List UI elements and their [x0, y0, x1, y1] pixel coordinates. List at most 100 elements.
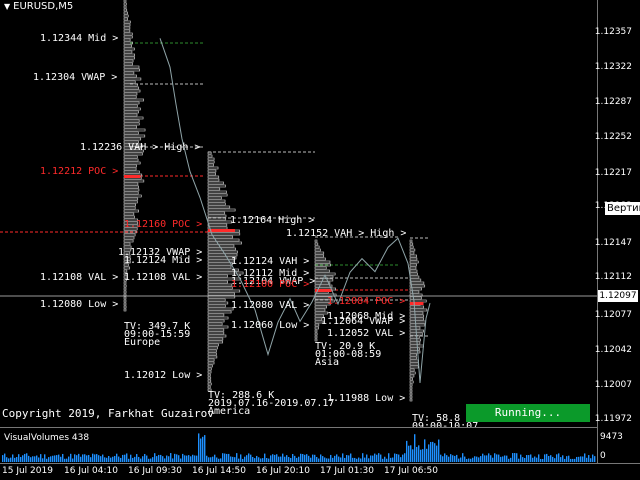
- volume-bar: [62, 453, 64, 462]
- volume-bar: [52, 455, 54, 462]
- volume-bar: [152, 457, 154, 462]
- volume-bar: [292, 453, 294, 462]
- volume-bar: [298, 456, 300, 462]
- volume-profile-bar: [207, 244, 235, 248]
- time-axis-separator: [0, 463, 640, 464]
- current-price-tag: 1.12097: [598, 290, 638, 302]
- volume-bar: [310, 457, 312, 462]
- volume-bar: [2, 455, 4, 462]
- volume-bar: [284, 456, 286, 462]
- volume-bar: [374, 453, 376, 462]
- volume-profile-bar: [123, 179, 145, 183]
- volume-bar: [524, 457, 526, 462]
- volume-profile-bar: [409, 353, 417, 357]
- volume-profile-bar: [314, 299, 335, 303]
- volume-profile-bar: [207, 178, 220, 182]
- volume-bar: [478, 457, 480, 462]
- volume-profile-bar: [207, 340, 224, 344]
- volume-bar: [118, 456, 120, 462]
- chart-title: ▼ EURUSD,M5: [4, 1, 73, 12]
- volume-profile-bar: [314, 326, 319, 330]
- volume-profile-bar: [314, 284, 333, 288]
- volume-bar: [336, 454, 338, 462]
- volume-profile-bar: [123, 80, 136, 84]
- volume-bar: [512, 453, 514, 462]
- volume-profile-bar: [409, 356, 417, 360]
- triangle-down-icon[interactable]: ▼: [4, 2, 11, 11]
- volume-bar: [78, 453, 80, 462]
- volume-bar: [570, 458, 572, 462]
- volume-profile-bar: [314, 245, 320, 249]
- volume-bar: [122, 454, 124, 462]
- volume-profile-bar: [123, 164, 137, 168]
- latest-vwap-label: 1.12064 VWAP >: [321, 316, 406, 327]
- asia-val-label: 1.12080 VAL >: [231, 300, 310, 311]
- volume-bar: [342, 453, 344, 462]
- volume-profile-bar: [207, 376, 212, 380]
- asia-vah-high-label: 1.12152 VAH > High >: [286, 228, 407, 239]
- volume-bar: [232, 456, 234, 462]
- indicator-title: VisualVolumes 438: [4, 433, 90, 443]
- volume-profile-bar: [409, 326, 421, 330]
- volume-profile-bar: [207, 196, 222, 200]
- volume-profile-bar: [123, 308, 127, 312]
- volume-profile-bar: [409, 311, 424, 315]
- volume-profile-bar: [207, 175, 220, 179]
- asia-mid-label: 1.12112 Mid >: [231, 268, 310, 279]
- volume-bar: [176, 454, 178, 462]
- volume-profile-bar: [409, 284, 426, 288]
- volume-bar: [530, 454, 532, 462]
- volume-profile-bar: [409, 377, 413, 381]
- time-axis-label: 16 Jul 20:10: [256, 466, 310, 476]
- volume-bar: [116, 453, 118, 462]
- volume-bar: [28, 455, 30, 462]
- volume-bar: [260, 458, 262, 462]
- volume-bar: [126, 453, 128, 462]
- volume-profile-bar: [207, 256, 237, 260]
- volume-bar: [188, 455, 190, 462]
- volume-bar: [186, 455, 188, 462]
- volume-profile-bar: [314, 320, 324, 324]
- volume-profile-bar: [123, 14, 129, 18]
- volume-profile-bar: [123, 131, 139, 135]
- volume-bar: [302, 454, 304, 462]
- volume-profile-bar: [409, 278, 422, 282]
- volume-bar: [128, 458, 130, 462]
- volume-profile-bar: [207, 190, 227, 194]
- volume-profile-bar: [123, 266, 131, 270]
- volume-bar: [288, 456, 290, 462]
- volume-bar: [174, 453, 176, 462]
- volume-bar: [70, 453, 72, 462]
- volume-bar: [42, 458, 44, 462]
- volume-bar: [416, 446, 418, 462]
- volume-profile-bar: [123, 218, 138, 222]
- volume-bar: [206, 455, 208, 462]
- volume-profile-bar: [123, 212, 135, 216]
- america-name: America: [208, 406, 251, 417]
- poc-bar: [208, 229, 235, 232]
- volume-bar: [50, 456, 52, 462]
- volume-profile-bar: [207, 238, 240, 242]
- latest-time: 09:00-10:07: [412, 422, 478, 427]
- volume-profile-bar: [314, 296, 333, 300]
- volume-bar: [498, 454, 500, 462]
- volume-bar: [240, 454, 242, 462]
- volume-bar: [468, 458, 470, 462]
- volume-bar: [108, 455, 110, 462]
- volume-profile-bar: [409, 245, 414, 249]
- volume-bar: [514, 453, 516, 462]
- volume-profile-bar: [409, 341, 421, 345]
- volume-bar: [30, 457, 32, 462]
- volume-profile-bar: [409, 239, 413, 243]
- volume-profile-bar: [123, 236, 135, 240]
- volume-bar: [544, 454, 546, 462]
- volume-bar: [432, 441, 434, 462]
- volume-bar: [148, 458, 150, 462]
- volume-bar: [164, 458, 166, 462]
- volume-profile-bar: [314, 278, 334, 282]
- running-status-button[interactable]: Running...: [466, 404, 590, 422]
- volume-bar: [554, 458, 556, 462]
- volume-profile-bar: [314, 332, 318, 336]
- volume-bar: [572, 458, 574, 462]
